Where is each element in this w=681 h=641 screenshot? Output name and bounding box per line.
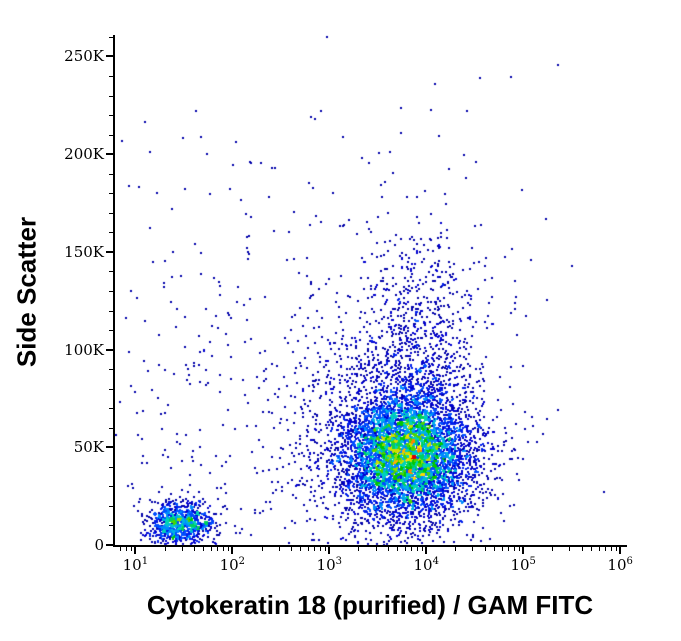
x-axis-line — [113, 545, 627, 547]
x-minor-tick — [223, 547, 224, 551]
x-minor-tick — [591, 547, 592, 551]
x-tick-label: 101 — [122, 556, 149, 574]
x-tick — [231, 547, 234, 554]
y-tick-label: 250K — [64, 47, 104, 66]
x-minor-tick — [262, 547, 263, 551]
x-tick — [522, 547, 525, 554]
x-axis-title: Cytokeratin 18 (purified) / GAM FITC — [146, 590, 594, 620]
plot-area — [115, 35, 625, 547]
x-minor-tick — [314, 547, 315, 551]
x-minor-tick — [320, 547, 321, 551]
x-minor-tick — [405, 547, 406, 551]
x-minor-tick — [358, 547, 359, 551]
x-tick — [619, 547, 622, 554]
y-tick — [106, 446, 113, 449]
x-minor-tick — [552, 547, 553, 551]
x-minor-tick — [599, 547, 600, 551]
x-minor-tick — [582, 547, 583, 551]
x-minor-tick — [131, 547, 132, 551]
x-minor-tick — [472, 547, 473, 551]
x-minor-tick — [203, 547, 204, 551]
y-tick-label: 100K — [64, 340, 104, 359]
x-tick — [134, 547, 137, 554]
y-tick-label: 200K — [64, 145, 104, 164]
x-minor-tick — [514, 547, 515, 551]
y-tick — [106, 153, 113, 156]
x-minor-tick — [291, 547, 292, 551]
x-minor-tick — [279, 547, 280, 551]
y-tick — [106, 55, 113, 58]
x-minor-tick — [519, 547, 520, 551]
y-axis-line — [113, 35, 115, 547]
y-axis-title: Side Scatter — [11, 216, 42, 368]
x-minor-tick — [616, 547, 617, 551]
x-minor-tick — [211, 547, 212, 551]
x-minor-tick — [325, 547, 326, 551]
y-tick — [106, 544, 113, 546]
x-tick — [425, 547, 428, 554]
x-minor-tick — [502, 547, 503, 551]
x-tick — [328, 547, 331, 554]
x-tick-label: 103 — [316, 556, 342, 574]
x-minor-tick — [611, 547, 612, 551]
x-minor-tick — [485, 547, 486, 551]
x-minor-tick — [217, 547, 218, 551]
x-minor-tick — [165, 547, 166, 551]
scatter-points-canvas — [115, 35, 625, 547]
x-minor-tick — [308, 547, 309, 551]
y-tick-label: 50K — [73, 438, 104, 457]
x-minor-tick — [182, 547, 183, 551]
x-minor-tick — [300, 547, 301, 551]
x-minor-tick — [411, 547, 412, 551]
y-tick-label: 150K — [64, 242, 104, 261]
y-tick — [106, 348, 113, 351]
x-tick-label: 102 — [219, 556, 246, 574]
x-minor-tick — [417, 547, 418, 551]
x-minor-tick — [494, 547, 495, 551]
x-minor-tick — [126, 547, 127, 551]
x-minor-tick — [228, 547, 229, 551]
x-tick-label: 106 — [607, 556, 633, 574]
x-tick-label: 104 — [413, 556, 439, 574]
x-minor-tick — [194, 547, 195, 551]
x-minor-tick — [455, 547, 456, 551]
x-minor-tick — [388, 547, 389, 551]
y-tick — [106, 250, 113, 253]
x-minor-tick — [120, 547, 121, 551]
x-minor-tick — [508, 547, 509, 551]
x-minor-tick — [397, 547, 398, 551]
x-minor-tick — [569, 547, 570, 551]
x-minor-tick — [422, 547, 423, 551]
x-tick-label: 105 — [510, 556, 536, 574]
x-minor-tick — [605, 547, 606, 551]
y-tick-label: 0 — [94, 536, 104, 554]
x-minor-tick — [376, 547, 377, 551]
